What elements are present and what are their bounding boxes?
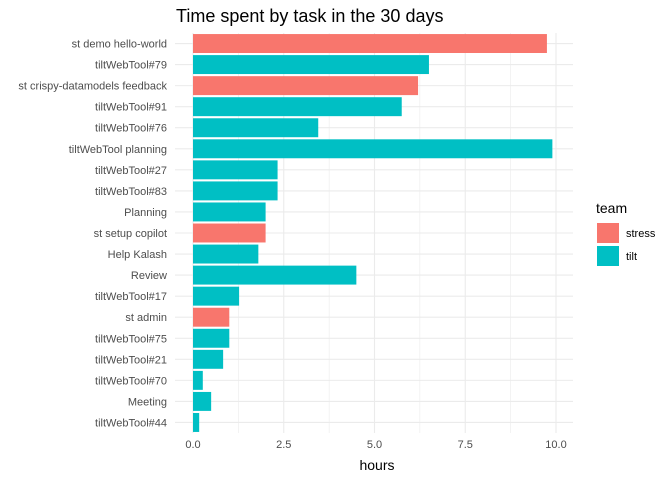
bar-st-crispy-datamodels-feedback bbox=[193, 76, 419, 96]
legend: team stress tilt bbox=[596, 200, 656, 266]
x-tick-label: 0.0 bbox=[185, 439, 200, 451]
bar-tiltwebtool-27 bbox=[193, 160, 278, 180]
y-tick-label: tiltWebTool#44 bbox=[95, 417, 167, 429]
bar-tiltwebtool-44 bbox=[193, 413, 200, 432]
legend-title: team bbox=[596, 200, 627, 216]
x-tick-label: 2.5 bbox=[276, 439, 291, 451]
y-tick-label: tiltWebTool#83 bbox=[95, 186, 167, 198]
y-tick-label: tiltWebTool#27 bbox=[95, 165, 167, 177]
y-tick-label: tiltWebTool#75 bbox=[95, 333, 167, 345]
bar-review bbox=[193, 265, 357, 285]
bars bbox=[193, 34, 553, 432]
bar-tiltwebtool-70 bbox=[193, 370, 203, 390]
y-axis-tick-labels: st demo hello-world tiltWebTool#79 st cris… bbox=[18, 39, 167, 430]
bar-help-kalash bbox=[193, 244, 259, 264]
y-tick-label: Review bbox=[131, 270, 167, 282]
legend-swatch-stress bbox=[597, 223, 619, 243]
bar-st-admin bbox=[193, 307, 230, 327]
y-tick-label: st admin bbox=[125, 312, 167, 324]
bar-tiltwebtool-91 bbox=[193, 97, 402, 117]
bar-tiltwebtool-17 bbox=[193, 286, 240, 306]
y-tick-label: tiltWebTool#91 bbox=[95, 102, 167, 114]
y-tick-label: tiltWebTool#79 bbox=[95, 60, 167, 72]
bar-st-demo-hello-world bbox=[193, 34, 547, 53]
y-tick-label: Planning bbox=[124, 207, 167, 219]
x-axis-title: hours bbox=[359, 457, 394, 473]
y-tick-label: Meeting bbox=[128, 396, 167, 408]
y-tick-label: tiltWebTool planning bbox=[69, 144, 167, 156]
x-tick-label: 7.5 bbox=[458, 439, 473, 451]
legend-swatch-tilt bbox=[597, 246, 619, 266]
y-tick-label: st setup copilot bbox=[94, 228, 167, 240]
y-tick-label: tiltWebTool#70 bbox=[95, 375, 167, 387]
chart-title: Time spent by task in the 30 days bbox=[176, 6, 443, 26]
y-tick-label: tiltWebTool#17 bbox=[95, 291, 167, 303]
bar-meeting bbox=[193, 391, 212, 411]
x-tick-label: 5.0 bbox=[367, 439, 382, 451]
y-tick-label: st demo hello-world bbox=[72, 39, 167, 51]
bar-tiltwebtool-21 bbox=[193, 349, 224, 369]
bar-st-setup-copilot bbox=[193, 223, 266, 243]
bar-planning bbox=[193, 202, 266, 222]
x-axis-tick-labels: 0.0 2.5 5.0 7.5 10.0 bbox=[185, 439, 566, 451]
y-tick-label: tiltWebTool#76 bbox=[95, 123, 167, 135]
legend-label-stress: stress bbox=[626, 228, 656, 240]
bar-tiltwebtool-83 bbox=[193, 181, 278, 201]
bar-tiltwebtool-75 bbox=[193, 328, 230, 348]
y-tick-label: st crispy-datamodels feedback bbox=[18, 81, 167, 93]
bar-tiltwebtool-79 bbox=[193, 55, 429, 75]
x-tick-label: 10.0 bbox=[545, 439, 566, 451]
y-tick-label: Help Kalash bbox=[108, 249, 167, 261]
y-tick-label: tiltWebTool#21 bbox=[95, 354, 167, 366]
legend-label-tilt: tilt bbox=[626, 251, 637, 263]
bar-tiltwebtool-76 bbox=[193, 118, 319, 138]
bar-tiltwebtool-planning bbox=[193, 139, 553, 159]
